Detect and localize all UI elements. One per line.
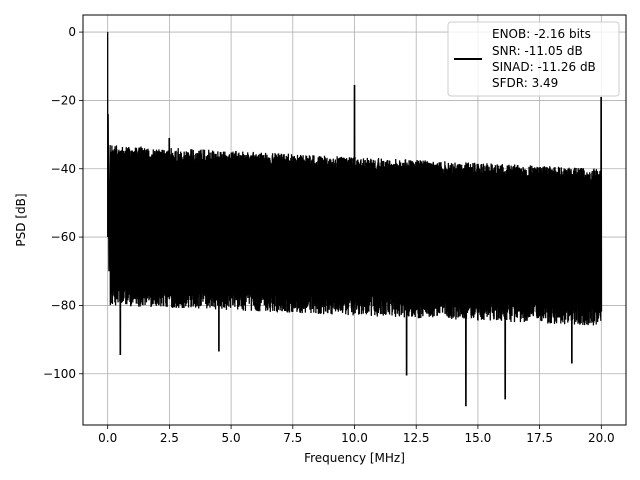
x-axis-label: Frequency [MHz] (304, 451, 405, 465)
plot-area (107, 32, 603, 407)
y-tick-label: −100 (43, 367, 76, 381)
x-tick-label: 2.5 (160, 431, 179, 445)
x-tick-label: 20.0 (588, 431, 615, 445)
y-tick-label: −80 (51, 298, 76, 312)
y-axis-label: PSD [dB] (14, 193, 28, 246)
x-tick-label: 10.0 (341, 431, 368, 445)
legend-entry-sinad: SINAD: -11.26 dB (492, 60, 596, 74)
y-tick-label: −20 (51, 93, 76, 107)
x-tick-label: 17.5 (526, 431, 553, 445)
legend-entry-enob: ENOB: -2.16 bits (492, 27, 591, 41)
x-tick-label: 5.0 (222, 431, 241, 445)
x-tick-label: 15.0 (465, 431, 492, 445)
x-axis: 0.0 2.5 5.0 7.5 10.0 12.5 15.0 17.5 20.0 (98, 425, 615, 445)
x-tick-label: 0.0 (98, 431, 117, 445)
y-axis: 0 −20 −40 −60 −80 −100 (43, 25, 83, 381)
x-tick-label: 12.5 (403, 431, 430, 445)
x-tick-label: 7.5 (283, 431, 302, 445)
y-tick-label: −40 (51, 162, 76, 176)
y-tick-label: −60 (51, 230, 76, 244)
legend-entry-sfdr: SFDR: 3.49 (492, 76, 558, 90)
psd-series-line (107, 32, 603, 407)
legend: ENOB: -2.16 bits SNR: -11.05 dB SINAD: -… (447, 21, 620, 97)
legend-box (447, 21, 620, 97)
y-tick-label: 0 (68, 25, 76, 39)
legend-entry-snr: SNR: -11.05 dB (492, 44, 583, 58)
